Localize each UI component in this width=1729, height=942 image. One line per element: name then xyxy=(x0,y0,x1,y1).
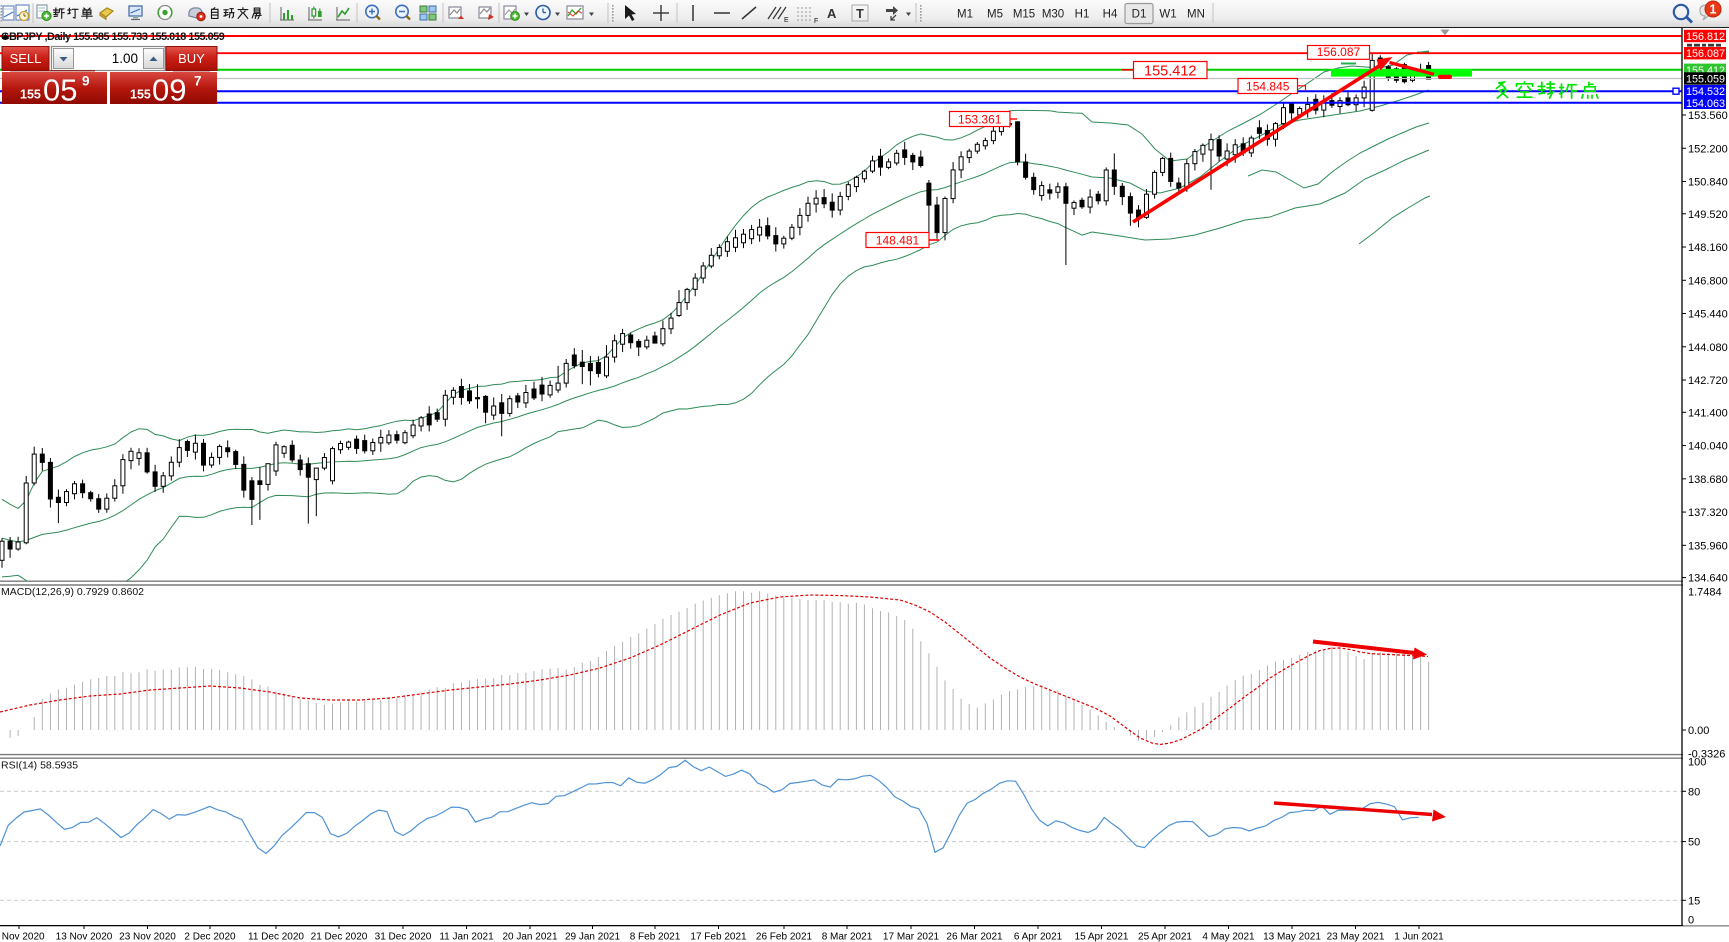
svg-text:T: T xyxy=(856,7,864,21)
svg-text:31 Dec 2020: 31 Dec 2020 xyxy=(375,932,432,942)
svg-text:1.00: 1.00 xyxy=(112,51,138,66)
svg-text:6 Apr 2021: 6 Apr 2021 xyxy=(1014,932,1063,942)
svg-text:154.063: 154.063 xyxy=(1686,98,1725,110)
svg-text:137.320: 137.320 xyxy=(1688,507,1728,519)
svg-text:17 Feb 2021: 17 Feb 2021 xyxy=(690,932,747,942)
svg-text:155.412: 155.412 xyxy=(1144,63,1196,79)
svg-text:146.800: 146.800 xyxy=(1688,275,1728,287)
svg-text:155.059: 155.059 xyxy=(1686,74,1725,86)
svg-text:140.040: 140.040 xyxy=(1688,441,1728,453)
svg-text:138.680: 138.680 xyxy=(1688,474,1728,486)
svg-text:26 Feb 2021: 26 Feb 2021 xyxy=(756,932,813,942)
svg-text:SELL: SELL xyxy=(10,51,42,66)
svg-text:BUY: BUY xyxy=(178,51,205,66)
svg-text:21 Dec 2020: 21 Dec 2020 xyxy=(311,932,368,942)
svg-text:11 Dec 2020: 11 Dec 2020 xyxy=(248,932,304,942)
svg-text:7: 7 xyxy=(194,74,202,89)
svg-text:H1: H1 xyxy=(1075,9,1090,21)
svg-text:148.481: 148.481 xyxy=(876,233,920,247)
svg-text:9: 9 xyxy=(82,74,90,89)
svg-text:150.840: 150.840 xyxy=(1688,177,1728,189)
svg-text:155: 155 xyxy=(20,88,41,102)
svg-text:145.440: 145.440 xyxy=(1688,309,1728,321)
svg-text:148.160: 148.160 xyxy=(1688,242,1728,254)
svg-text:M5: M5 xyxy=(987,9,1003,21)
svg-text:80: 80 xyxy=(1688,786,1700,798)
svg-text:156.812: 156.812 xyxy=(1686,31,1725,43)
svg-text:29 Jan 2021: 29 Jan 2021 xyxy=(565,932,620,942)
svg-text:149.520: 149.520 xyxy=(1688,209,1728,221)
svg-text:-0.3326: -0.3326 xyxy=(1688,748,1725,760)
svg-text:23 May 2021: 23 May 2021 xyxy=(1327,932,1385,942)
svg-text:H4: H4 xyxy=(1103,9,1118,21)
svg-text:23 Nov 2020: 23 Nov 2020 xyxy=(119,932,176,942)
svg-text:2 Dec 2020: 2 Dec 2020 xyxy=(184,932,236,942)
svg-text:15: 15 xyxy=(1688,895,1700,907)
svg-text:0.00: 0.00 xyxy=(1688,725,1709,737)
svg-text:20 Jan 2021: 20 Jan 2021 xyxy=(502,932,557,942)
svg-text:M30: M30 xyxy=(1042,9,1064,21)
svg-text:09: 09 xyxy=(152,73,186,108)
svg-text:26 Mar 2021: 26 Mar 2021 xyxy=(946,932,1003,942)
svg-text:8 Mar 2021: 8 Mar 2021 xyxy=(822,932,873,942)
svg-text:W1: W1 xyxy=(1159,9,1176,21)
svg-text:E: E xyxy=(784,17,789,24)
svg-text:D1: D1 xyxy=(1132,9,1147,21)
svg-text:153.361: 153.361 xyxy=(958,112,1002,126)
svg-text:1 Jun 2021: 1 Jun 2021 xyxy=(1394,932,1444,942)
svg-text:144.080: 144.080 xyxy=(1688,342,1728,354)
svg-text:25 Apr 2021: 25 Apr 2021 xyxy=(1138,932,1192,942)
svg-text:GBPJPY ,Daily 155.585 155.733: GBPJPY ,Daily 155.585 155.733 155.018 15… xyxy=(1,31,225,43)
svg-text:MN: MN xyxy=(1187,9,1205,21)
svg-text:13 May 2021: 13 May 2021 xyxy=(1263,932,1321,942)
svg-text:50: 50 xyxy=(1688,837,1700,849)
svg-text:05: 05 xyxy=(43,73,77,108)
svg-text:M15: M15 xyxy=(1013,9,1035,21)
svg-text:A: A xyxy=(827,6,837,21)
svg-text:M1: M1 xyxy=(957,9,973,21)
svg-text:155: 155 xyxy=(130,88,151,102)
svg-text:1: 1 xyxy=(1710,3,1717,17)
svg-text:F: F xyxy=(814,18,818,25)
svg-text:RSI(14) 58.5935: RSI(14) 58.5935 xyxy=(1,760,78,772)
svg-text:141.400: 141.400 xyxy=(1688,407,1728,419)
svg-text:4 May 2021: 4 May 2021 xyxy=(1202,932,1255,942)
svg-text:134.640: 134.640 xyxy=(1688,573,1728,585)
svg-text:156.087: 156.087 xyxy=(1686,48,1725,60)
svg-text:0: 0 xyxy=(1688,915,1694,927)
svg-text:15 Apr 2021: 15 Apr 2021 xyxy=(1075,932,1129,942)
svg-text:152.200: 152.200 xyxy=(1688,143,1728,155)
svg-text:156.087: 156.087 xyxy=(1317,45,1361,59)
svg-text:11 Jan 2021: 11 Jan 2021 xyxy=(439,932,494,942)
svg-text:154.845: 154.845 xyxy=(1246,79,1290,93)
svg-text:1.7484: 1.7484 xyxy=(1688,587,1722,599)
svg-text:17 Mar 2021: 17 Mar 2021 xyxy=(883,932,940,942)
svg-text:2 Nov 2020: 2 Nov 2020 xyxy=(0,932,45,942)
svg-text:154.532: 154.532 xyxy=(1686,86,1725,98)
svg-text:8 Feb 2021: 8 Feb 2021 xyxy=(630,932,681,942)
svg-text:100: 100 xyxy=(1688,757,1706,769)
svg-text:13 Nov 2020: 13 Nov 2020 xyxy=(56,932,113,942)
svg-text:MACD(12,26,9) 0.7929 0.8602: MACD(12,26,9) 0.7929 0.8602 xyxy=(1,586,144,598)
svg-text:153.560: 153.560 xyxy=(1688,110,1728,122)
svg-text:142.720: 142.720 xyxy=(1688,375,1728,387)
svg-text:135.960: 135.960 xyxy=(1688,540,1728,552)
